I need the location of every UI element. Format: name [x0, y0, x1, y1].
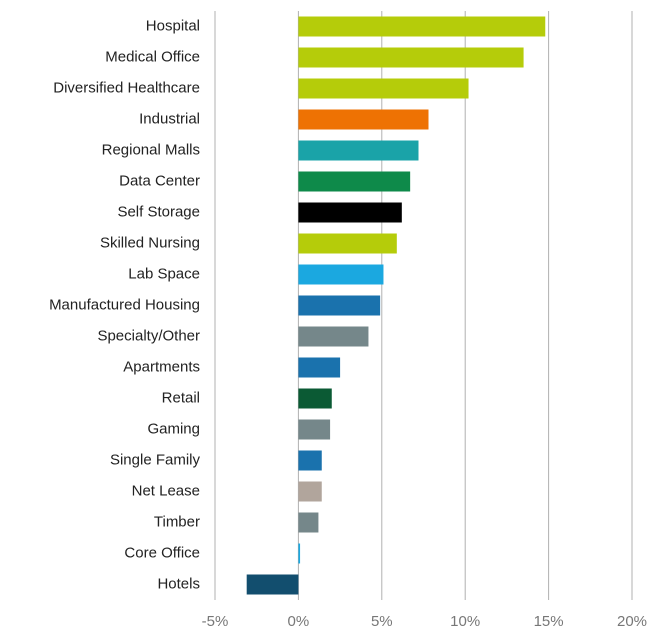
y-tick-label: Lab Space	[128, 265, 200, 282]
x-tick-label: 5%	[371, 613, 393, 630]
x-tick-label: -5%	[202, 613, 229, 630]
bar	[298, 264, 384, 285]
x-tick-label: 0%	[288, 613, 310, 630]
bar	[246, 574, 299, 595]
bar	[298, 295, 381, 316]
bar	[298, 171, 411, 192]
y-tick-label: Hotels	[157, 575, 200, 592]
y-tick-label: Specialty/Other	[97, 327, 200, 344]
y-tick-label: Gaming	[147, 420, 200, 437]
y-tick-label: Skilled Nursing	[100, 234, 200, 251]
y-tick-label: Data Center	[119, 172, 200, 189]
y-tick-label: Single Family	[110, 451, 201, 468]
y-tick-label: Timber	[154, 513, 200, 530]
bar	[298, 543, 301, 564]
bar	[298, 109, 429, 130]
bar	[298, 388, 332, 409]
y-tick-label: Manufactured Housing	[49, 296, 200, 313]
y-tick-label: Medical Office	[105, 48, 200, 65]
x-tick-label: 10%	[450, 613, 480, 630]
bar	[298, 419, 331, 440]
y-tick-label: Hospital	[146, 17, 200, 34]
x-tick-label: 20%	[617, 613, 647, 630]
y-tick-label: Self Storage	[117, 203, 200, 220]
bar	[298, 233, 397, 254]
bar	[298, 16, 546, 37]
x-tick-label: 15%	[534, 613, 564, 630]
y-tick-label: Apartments	[123, 358, 200, 375]
bar	[298, 357, 341, 378]
bar	[298, 450, 322, 471]
bar	[298, 512, 319, 533]
bar	[298, 202, 402, 223]
y-tick-label: Diversified Healthcare	[53, 79, 200, 96]
bar	[298, 140, 419, 161]
bar	[298, 78, 469, 99]
y-tick-label: Retail	[162, 389, 200, 406]
bar	[298, 326, 369, 347]
y-tick-label: Core Office	[124, 544, 200, 561]
bar	[298, 481, 322, 502]
y-tick-label: Regional Malls	[102, 141, 200, 158]
y-tick-label: Net Lease	[132, 482, 200, 499]
y-tick-label: Industrial	[139, 110, 200, 127]
bar	[298, 47, 524, 68]
